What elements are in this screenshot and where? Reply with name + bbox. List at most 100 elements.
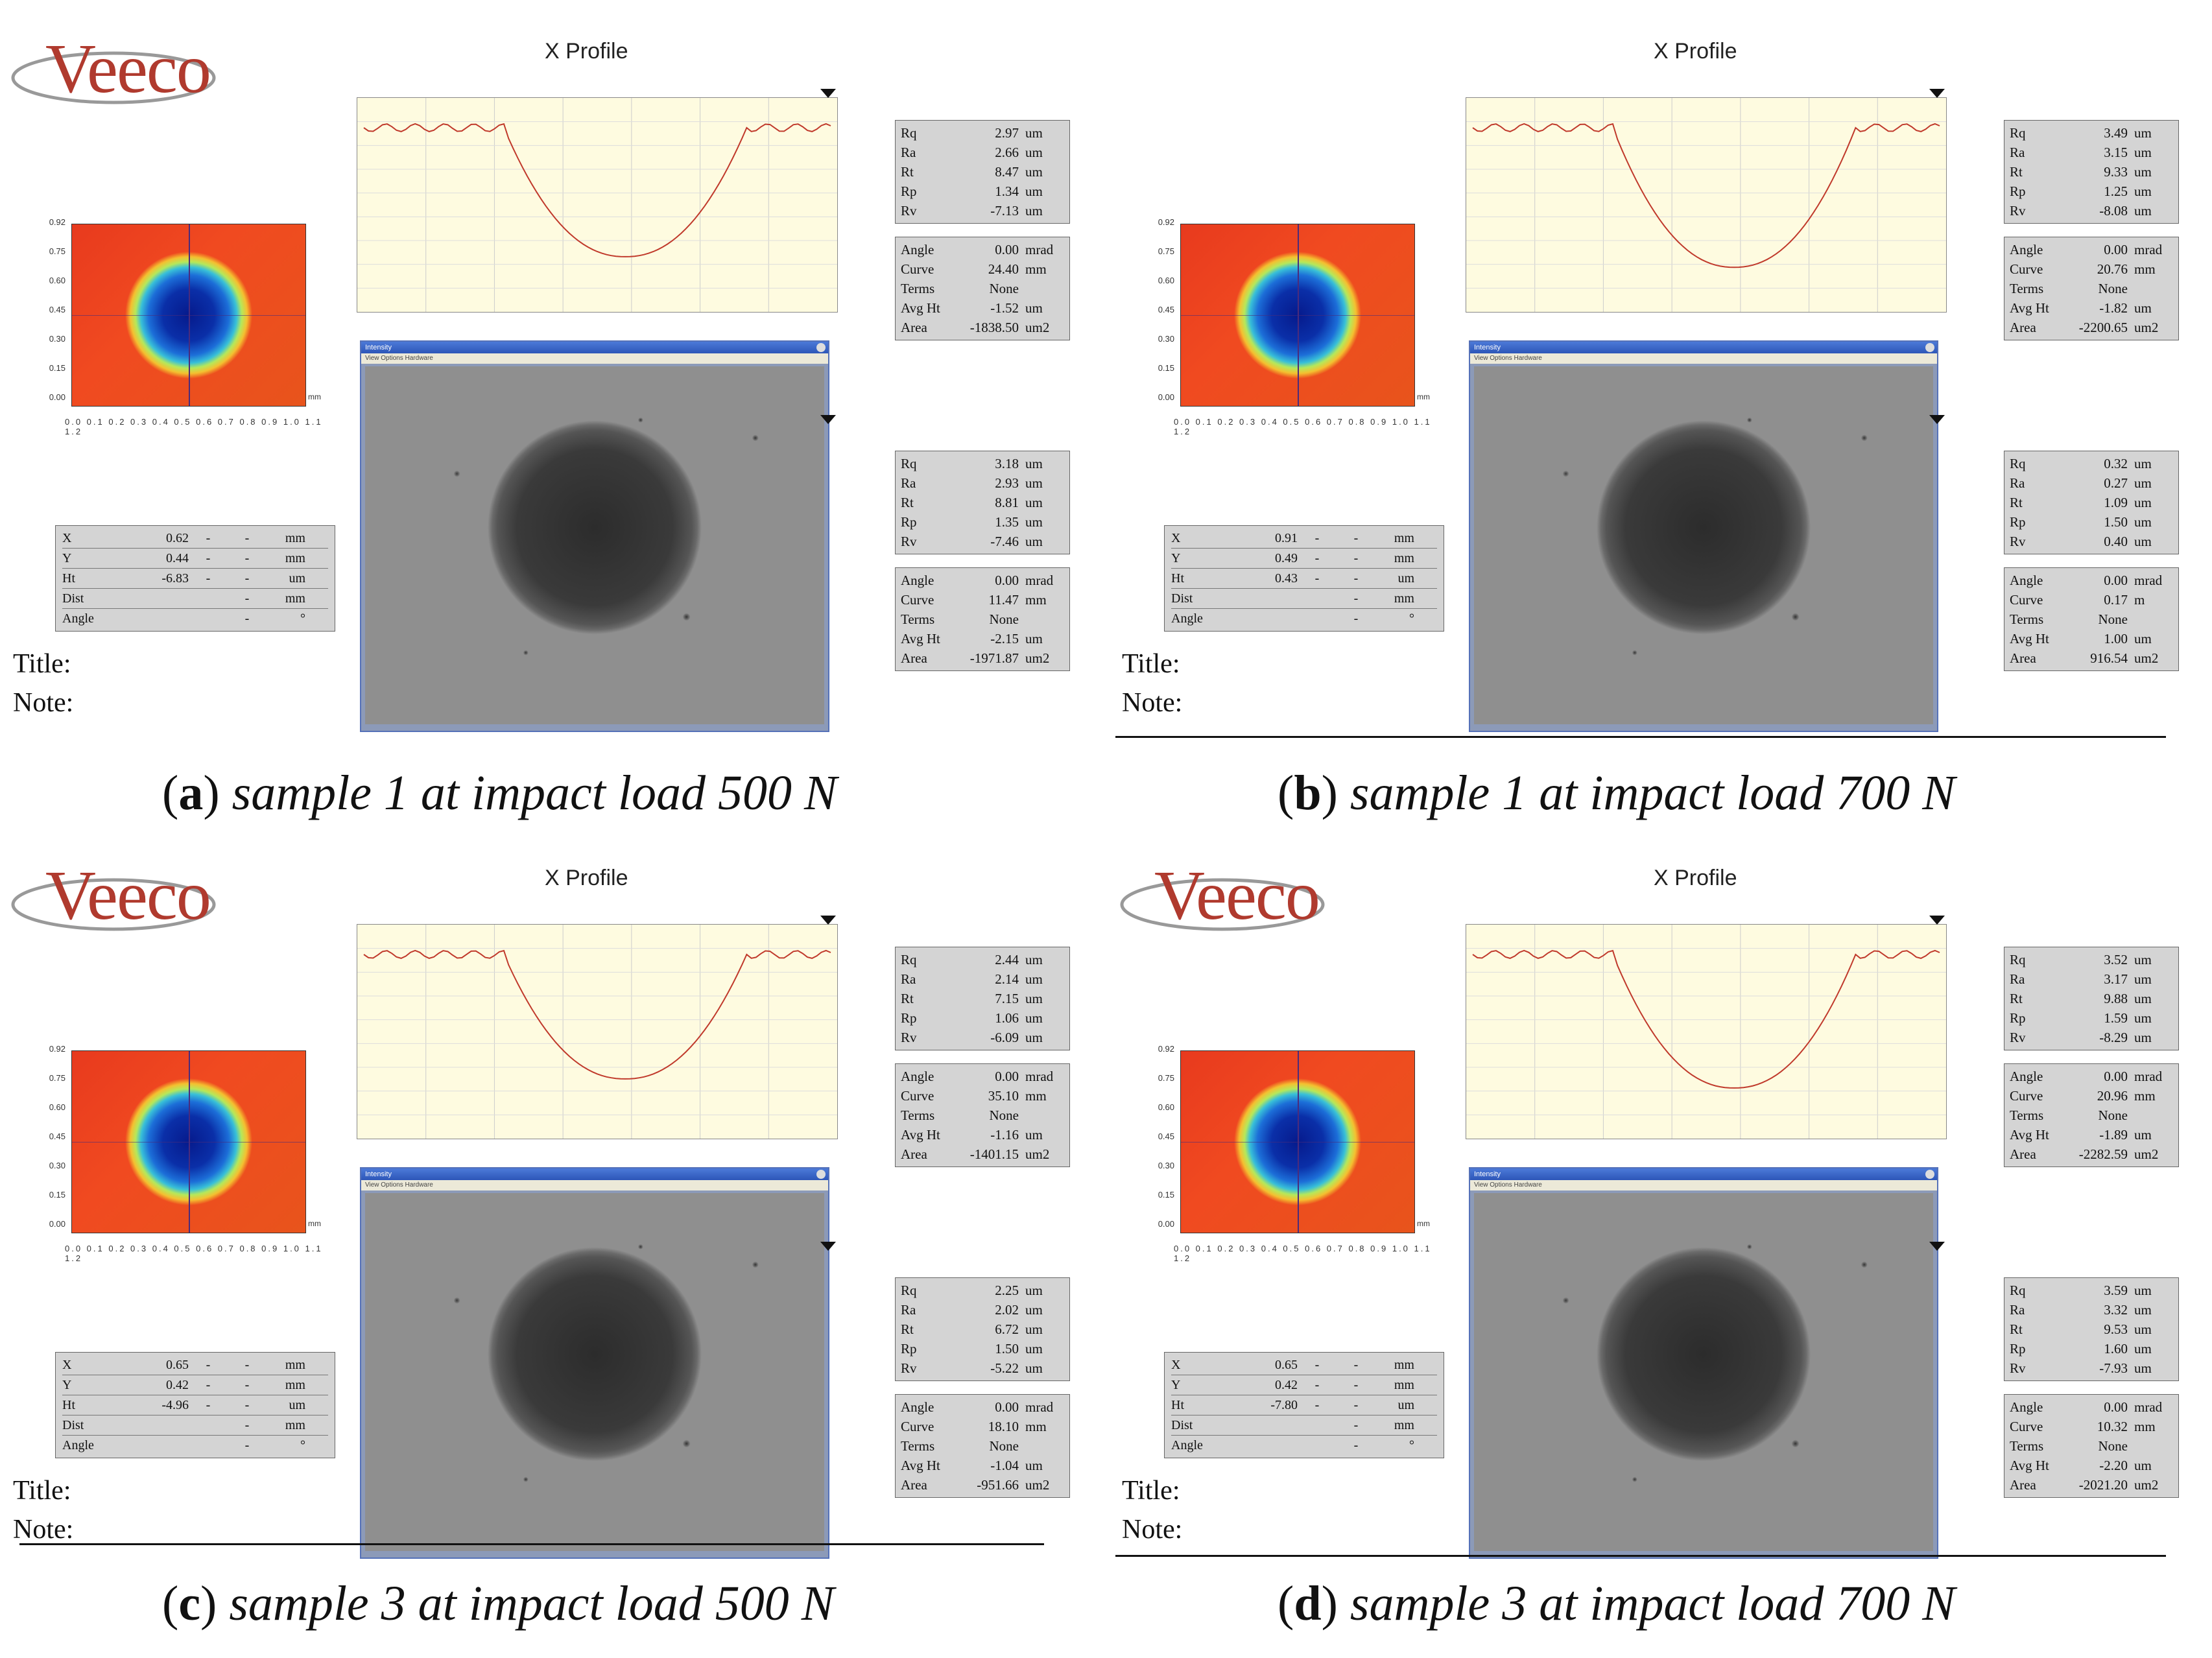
title-label: Title: — [13, 649, 71, 679]
stats-table-stats3: Rq 0.32 um Ra 0.27 um Rt 1.09 um Rp 1.50 um Rv 0.40 um — [2004, 451, 2179, 554]
caption-paren-open: ( — [1278, 766, 1294, 820]
stats-value: 10.32 — [2097, 1419, 2128, 1434]
intensity-window[interactable]: Intensity View Options Hardware — [360, 1167, 829, 1559]
stats-row: Ra 0.27 um — [2010, 473, 2173, 493]
stats-unit: um — [1025, 164, 1043, 180]
intensity-marker-icon[interactable] — [820, 415, 836, 424]
stats-table-stats4: Angle 0.00 mrad Curve 10.32 mm Terms None Avg Ht… — [2004, 1394, 2179, 1498]
intensity-image — [1474, 366, 1933, 724]
stats-value: 3.59 — [2104, 1283, 2128, 1298]
intensity-marker-icon[interactable] — [1929, 415, 1945, 424]
stats-row: Avg Ht -2.20 um — [2010, 1456, 2173, 1475]
close-icon[interactable] — [816, 1170, 826, 1179]
stats-value: 6.72 — [995, 1321, 1019, 1337]
profile-marker-icon[interactable] — [820, 916, 836, 925]
stats-row: Area -951.66 um2 — [901, 1475, 1064, 1495]
stats-label: Rt — [2010, 1321, 2023, 1337]
intensity-window[interactable]: Intensity View Options Hardware — [1469, 1167, 1938, 1559]
cursor-cell: - — [244, 1398, 250, 1412]
cursor-cell: - — [244, 1358, 250, 1372]
height-map-image[interactable] — [1180, 224, 1415, 407]
profile-line — [1472, 949, 1940, 1089]
intensity-menubar[interactable]: View Options Hardware — [1470, 353, 1937, 364]
stats-label: Rq — [2010, 1283, 2026, 1298]
intensity-window[interactable]: Intensity View Options Hardware — [360, 340, 829, 732]
close-icon[interactable] — [816, 343, 826, 352]
stats-value: None — [2098, 611, 2128, 627]
stats-label: Rq — [901, 125, 917, 141]
height-map-image[interactable] — [71, 1050, 306, 1233]
y-tick-label: 0.60 — [1158, 276, 1174, 285]
intensity-menubar[interactable]: View Options Hardware — [361, 1180, 828, 1190]
stats-row: Terms None — [901, 1436, 1064, 1456]
height-map-image[interactable] — [71, 224, 306, 407]
x-profile-chart — [357, 97, 838, 313]
cursor-line-horizontal[interactable] — [72, 1142, 305, 1143]
caption-paren-open: ( — [1278, 1576, 1294, 1631]
cursor-cell — [117, 589, 189, 608]
stats-unit: um — [1025, 1283, 1043, 1298]
intensity-titlebar[interactable]: Intensity — [1470, 342, 1937, 353]
stats-value: -7.13 — [990, 203, 1019, 219]
cursor-cell: ° — [300, 611, 305, 626]
cursor-cell: - — [1314, 531, 1320, 545]
stats-label: Avg Ht — [901, 1458, 940, 1473]
stats-value: 3.52 — [2104, 952, 2128, 967]
height-map: 0.92 0.75 0.60 0.45 0.30 0.15 0.00 0.0 0.1 0.2 … — [32, 1037, 331, 1271]
cursor-line-horizontal[interactable] — [1181, 1142, 1414, 1143]
stats-unit: um — [2134, 300, 2152, 316]
stats-row: Rt 7.15 um — [901, 989, 1064, 1008]
intensity-window[interactable]: Intensity View Options Hardware — [1469, 340, 1938, 732]
cursor-cell — [1226, 1415, 1298, 1435]
title-label: Title: — [1122, 1476, 1180, 1506]
stats-row: Angle 0.00 mrad — [2010, 571, 2173, 590]
profile-line — [363, 949, 831, 1080]
stats-value: 0.00 — [2104, 1399, 2128, 1415]
intensity-marker-icon[interactable] — [820, 1242, 836, 1251]
cursor-cell: mm — [285, 551, 305, 565]
stats-label: Rp — [2010, 1010, 2026, 1026]
stats-unit: um — [2134, 475, 2152, 491]
y-tick-label: 0.15 — [1158, 1190, 1174, 1200]
title-label: Title: — [13, 1476, 71, 1506]
height-map-unit: mm — [1417, 1219, 1430, 1228]
stats-unit: um — [2134, 1283, 2152, 1298]
stats-unit: um — [2134, 456, 2152, 471]
intensity-titlebar[interactable]: Intensity — [361, 342, 828, 353]
stats-row: Terms None — [901, 610, 1064, 629]
height-map-image[interactable] — [1180, 1050, 1415, 1233]
stats-label: Rq — [901, 952, 917, 967]
stats-label: Area — [901, 1146, 927, 1162]
profile-marker-icon[interactable] — [820, 89, 836, 98]
cursor-cell: 0.91 — [1275, 531, 1298, 545]
stats-table-stats2: Angle 0.00 mrad Curve 24.40 mm Terms None Avg Ht… — [895, 237, 1070, 340]
stats-value: -2200.65 — [2078, 320, 2128, 335]
close-icon[interactable] — [1925, 343, 1934, 352]
intensity-menubar[interactable]: View Options Hardware — [361, 353, 828, 364]
stats-row: Ra 3.32 um — [2010, 1300, 2173, 1320]
stats-unit: um — [2134, 514, 2152, 530]
cursor-line-horizontal[interactable] — [72, 315, 305, 316]
note-label: Note: — [13, 1515, 74, 1545]
stats-row: Rp 1.50 um — [901, 1339, 1064, 1358]
stats-row: Curve 0.17 m — [2010, 590, 2173, 610]
cursor-cell: mm — [285, 1418, 305, 1432]
intensity-titlebar[interactable]: Intensity — [1470, 1168, 1937, 1180]
intensity-titlebar[interactable]: Intensity — [361, 1168, 828, 1180]
cursor-cell: Angle — [1171, 611, 1203, 626]
intensity-marker-icon[interactable] — [1929, 1242, 1945, 1251]
stats-label: Angle — [2010, 1399, 2043, 1415]
cursor-row: Y 0.49 - - mm — [1171, 549, 1437, 569]
stats-row: Terms None — [901, 1106, 1064, 1125]
panel-c: Veeco X Profile 0.92 0.75 0.60 0.45 0.30 0.15 0.… — [6, 836, 1070, 1631]
close-icon[interactable] — [1925, 1170, 1934, 1179]
profile-marker-icon[interactable] — [1929, 89, 1945, 98]
stats-unit: um — [1025, 1302, 1043, 1318]
caption-letter: d — [1294, 1576, 1322, 1631]
intensity-menubar[interactable]: View Options Hardware — [1470, 1180, 1937, 1190]
profile-marker-icon[interactable] — [1929, 916, 1945, 925]
stats-label: Avg Ht — [2010, 300, 2049, 316]
cursor-line-horizontal[interactable] — [1181, 315, 1414, 316]
stats-label: Avg Ht — [901, 631, 940, 646]
stats-unit: um — [2134, 203, 2152, 219]
